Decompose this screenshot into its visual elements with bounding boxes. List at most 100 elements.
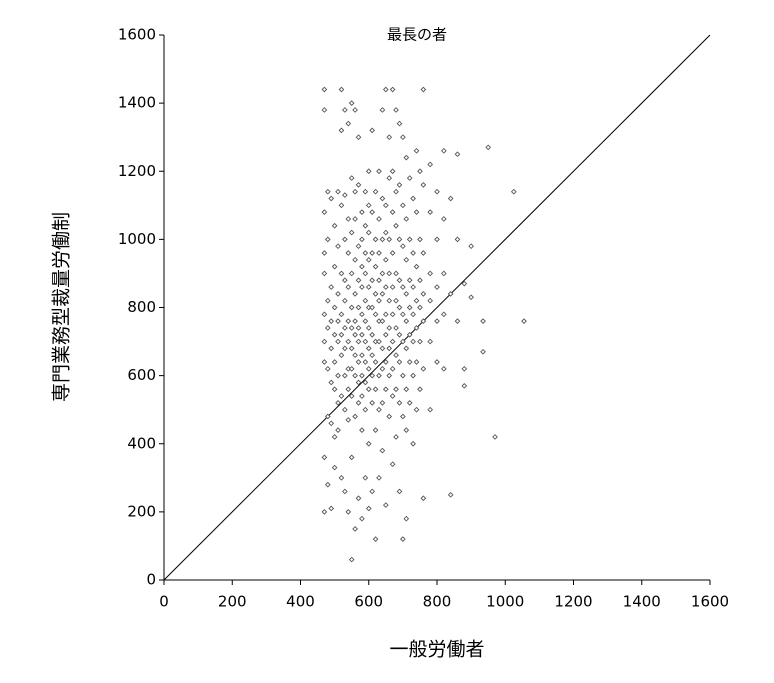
point <box>324 481 331 488</box>
point <box>434 359 440 365</box>
point <box>413 297 420 304</box>
point <box>362 318 369 324</box>
point <box>417 277 423 284</box>
point <box>348 304 355 311</box>
point <box>382 386 389 393</box>
point <box>355 495 362 502</box>
point <box>403 427 410 433</box>
point <box>417 304 423 311</box>
point <box>393 107 399 113</box>
point <box>348 229 355 236</box>
point <box>379 318 386 324</box>
point <box>335 188 341 195</box>
x-tick-label: 400 <box>286 593 315 611</box>
point <box>393 222 399 229</box>
point <box>342 406 348 413</box>
point <box>338 393 345 399</box>
point <box>359 372 365 379</box>
point <box>365 365 372 372</box>
point <box>321 250 328 256</box>
point <box>427 270 434 277</box>
point <box>386 270 393 277</box>
point <box>335 372 341 379</box>
point <box>345 284 352 290</box>
point <box>324 188 331 195</box>
point <box>389 311 396 318</box>
point <box>400 536 406 542</box>
point <box>331 222 338 229</box>
point <box>321 107 328 113</box>
point <box>338 127 345 134</box>
point <box>386 413 393 420</box>
point <box>403 154 410 161</box>
point <box>342 192 348 198</box>
point <box>393 352 399 359</box>
point <box>461 383 468 389</box>
point <box>324 413 331 420</box>
point <box>372 291 379 297</box>
point <box>376 297 382 304</box>
point <box>342 107 348 113</box>
point <box>379 107 386 113</box>
point <box>338 86 345 93</box>
point <box>345 120 352 127</box>
point <box>352 216 358 222</box>
point <box>410 440 416 447</box>
point <box>348 175 355 181</box>
point <box>420 182 427 188</box>
x-tick-label: 1200 <box>554 593 592 611</box>
point <box>359 284 365 290</box>
point <box>410 338 416 345</box>
x-tick-label: 800 <box>423 593 452 611</box>
point <box>372 359 379 365</box>
point <box>400 284 406 290</box>
point <box>396 304 403 311</box>
point <box>403 291 410 297</box>
x-tick-label: 600 <box>354 593 383 611</box>
point <box>338 270 345 277</box>
point <box>348 345 355 352</box>
point <box>413 263 420 270</box>
point <box>410 311 416 318</box>
point <box>342 236 348 243</box>
point <box>372 236 379 243</box>
point <box>359 311 365 318</box>
point <box>352 188 358 195</box>
point <box>355 134 362 141</box>
point <box>393 434 399 440</box>
point <box>427 161 434 168</box>
point <box>400 243 406 250</box>
point <box>396 400 403 406</box>
point <box>355 400 362 406</box>
point <box>379 447 386 454</box>
y-tick-label: 600 <box>127 366 156 384</box>
point <box>420 495 427 502</box>
point <box>382 229 389 236</box>
point <box>376 338 382 345</box>
point <box>376 168 382 175</box>
point <box>400 311 406 318</box>
point <box>369 277 375 284</box>
point <box>461 280 468 287</box>
point <box>379 400 386 406</box>
point <box>365 386 372 393</box>
point <box>345 318 352 324</box>
point <box>427 406 434 413</box>
point <box>410 372 416 379</box>
point <box>413 359 420 365</box>
point <box>420 250 427 256</box>
point <box>335 427 341 433</box>
point <box>352 526 358 532</box>
point <box>403 318 410 324</box>
point <box>369 372 375 379</box>
reference-line <box>163 34 711 581</box>
point <box>403 386 410 393</box>
point <box>389 250 396 256</box>
point <box>386 236 393 243</box>
point <box>376 216 382 222</box>
point <box>386 134 393 141</box>
point <box>386 175 393 181</box>
point <box>406 331 413 338</box>
point <box>396 331 403 338</box>
point <box>393 270 399 277</box>
